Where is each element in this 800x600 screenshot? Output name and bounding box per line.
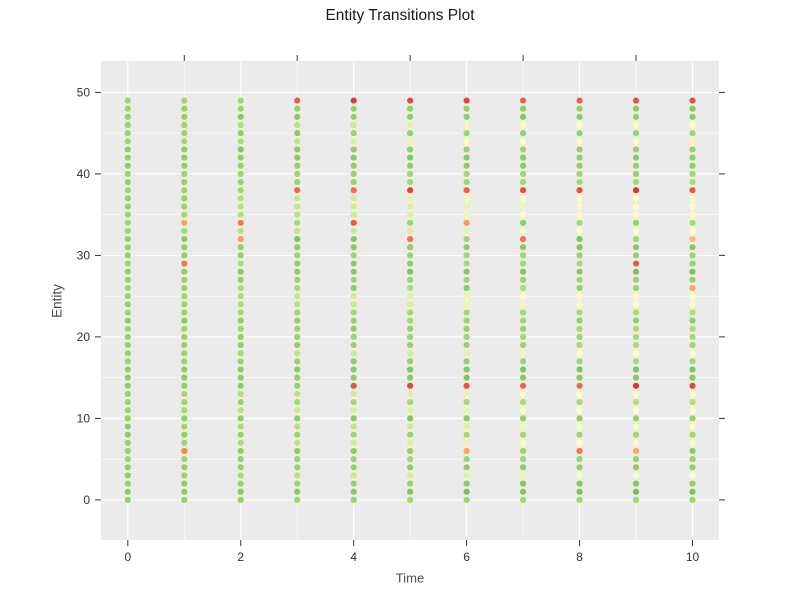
svg-text:4: 4 — [350, 550, 357, 564]
svg-text:50: 50 — [77, 86, 91, 100]
svg-text:2: 2 — [237, 550, 244, 564]
svg-text:30: 30 — [77, 249, 91, 263]
svg-text:10: 10 — [686, 550, 700, 564]
svg-text:8: 8 — [576, 550, 583, 564]
svg-text:10: 10 — [77, 412, 91, 426]
svg-text:40: 40 — [77, 167, 91, 181]
svg-text:20: 20 — [77, 330, 91, 344]
svg-text:6: 6 — [463, 550, 470, 564]
svg-text:0: 0 — [83, 493, 90, 507]
svg-text:0: 0 — [124, 550, 131, 564]
